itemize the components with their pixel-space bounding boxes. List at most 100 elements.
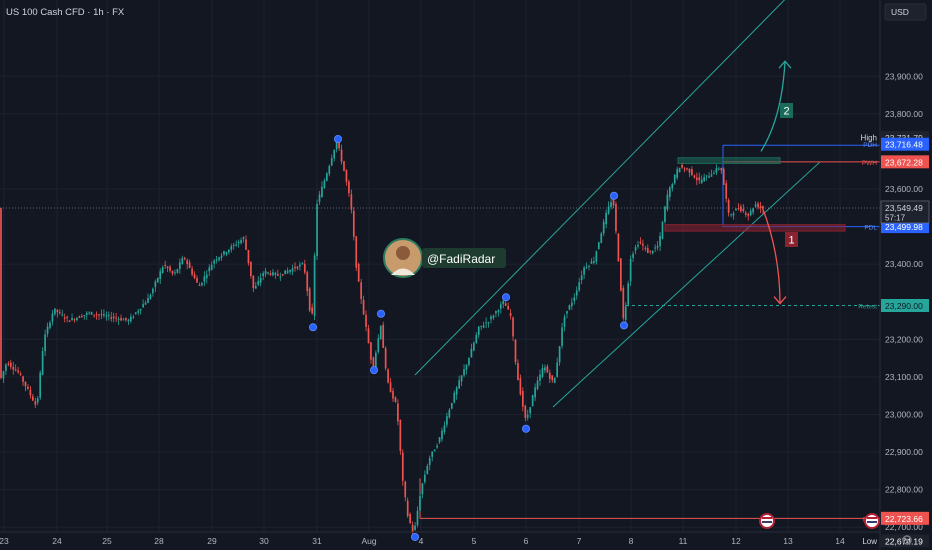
scenario-down-arrow[interactable] bbox=[761, 206, 781, 304]
candle-body bbox=[156, 277, 159, 283]
candle-body bbox=[497, 310, 500, 313]
candle-body bbox=[561, 327, 563, 346]
candle-body bbox=[571, 302, 573, 307]
candle-body bbox=[130, 316, 132, 322]
avatar-face-icon bbox=[396, 246, 410, 260]
settings-gear-icon[interactable] bbox=[902, 535, 912, 545]
candle-body bbox=[0, 208, 2, 378]
candle-body bbox=[637, 244, 639, 247]
candle-body bbox=[492, 315, 495, 318]
scenario-up-arrow[interactable] bbox=[760, 61, 786, 152]
candle-body bbox=[32, 396, 34, 401]
candle-body bbox=[198, 285, 201, 287]
candle-body bbox=[159, 271, 162, 279]
candle-body bbox=[365, 314, 367, 328]
candle-body bbox=[338, 139, 340, 149]
us-flag-event-icon[interactable] bbox=[759, 513, 775, 529]
candle-body bbox=[242, 237, 245, 239]
candle-body bbox=[281, 274, 284, 276]
currency-button[interactable] bbox=[884, 3, 927, 21]
candle-body bbox=[12, 366, 15, 370]
candle-body bbox=[186, 260, 189, 265]
time-tick-label: 4 bbox=[419, 536, 424, 546]
candle-body bbox=[169, 266, 171, 271]
candle-body bbox=[350, 194, 353, 210]
candle-body bbox=[448, 409, 451, 418]
candle-body bbox=[225, 252, 228, 255]
price-scale-ticks: 22,700.00 22,800.00 22,900.00 23,000.00 23,1… bbox=[885, 71, 923, 532]
candle-body bbox=[534, 387, 536, 398]
candle-body bbox=[348, 181, 350, 194]
candle-body bbox=[465, 364, 468, 370]
author-handle: @FadiRadar bbox=[427, 252, 495, 266]
price-tick-label: 23,000.00 bbox=[885, 409, 923, 419]
price-scale[interactable] bbox=[880, 0, 932, 550]
price-tick-label: 23,400.00 bbox=[885, 259, 923, 269]
candle-body bbox=[740, 206, 742, 212]
candle-body bbox=[81, 316, 83, 318]
candle-body bbox=[14, 369, 17, 371]
candle-body bbox=[703, 177, 705, 182]
candle-body bbox=[24, 381, 27, 387]
pdl-zone[interactable] bbox=[664, 224, 846, 232]
pivot-markers bbox=[308, 135, 629, 541]
candle-body bbox=[597, 242, 600, 249]
channel-upper-line[interactable] bbox=[414, 0, 800, 376]
candle-body bbox=[600, 233, 603, 243]
author-badge[interactable]: @FadiRadar bbox=[383, 238, 506, 278]
candle-body bbox=[259, 277, 262, 283]
candle-body bbox=[88, 312, 91, 314]
price-tick-label: 23,600.00 bbox=[885, 184, 923, 194]
candle-body bbox=[352, 210, 355, 237]
candle-body bbox=[326, 173, 328, 181]
us-flag-event-icon[interactable] bbox=[864, 513, 880, 529]
price-zones[interactable] bbox=[664, 157, 846, 232]
candle-body bbox=[713, 172, 715, 174]
candle-body bbox=[100, 314, 103, 316]
candle-body bbox=[51, 313, 54, 322]
scenario-badge bbox=[780, 103, 793, 118]
candle-body bbox=[235, 244, 238, 246]
candle-body bbox=[112, 316, 115, 319]
last-price-tag bbox=[880, 200, 930, 224]
time-tick-label: 31 bbox=[312, 536, 322, 546]
candle-body bbox=[316, 203, 318, 257]
retest-label: Retest bbox=[858, 303, 877, 310]
candle-body bbox=[291, 268, 294, 272]
candle-body bbox=[446, 416, 448, 425]
pdh-price-tag bbox=[881, 137, 929, 151]
candle-body bbox=[95, 314, 98, 316]
candle-body bbox=[360, 282, 362, 300]
candle-body bbox=[389, 382, 392, 393]
candle-body bbox=[230, 246, 233, 250]
candle-body bbox=[294, 266, 296, 269]
breakout-zone[interactable] bbox=[677, 157, 781, 164]
candle-body bbox=[548, 372, 551, 379]
candle-body bbox=[134, 312, 137, 314]
candle-body bbox=[183, 257, 186, 260]
time-tick-label: 12 bbox=[731, 536, 741, 546]
candle-body bbox=[490, 316, 492, 320]
channel-lower-line[interactable] bbox=[552, 161, 821, 408]
candle-body bbox=[529, 407, 532, 414]
candle-body bbox=[213, 260, 215, 264]
candle-body bbox=[137, 310, 140, 313]
scenario-arrows[interactable]: 21 bbox=[760, 60, 798, 305]
candle-body bbox=[343, 161, 345, 171]
pdh-label: PDH bbox=[863, 142, 877, 149]
candle-body bbox=[404, 481, 407, 498]
high-label: High bbox=[861, 133, 877, 142]
trend-channel[interactable] bbox=[414, 0, 821, 408]
candle-body bbox=[700, 179, 703, 183]
candle-body bbox=[132, 316, 135, 318]
candle-body bbox=[705, 175, 708, 177]
candle-body bbox=[671, 184, 674, 189]
candle-body bbox=[512, 317, 514, 337]
pivot-marker bbox=[501, 293, 510, 302]
candle-body bbox=[747, 213, 750, 216]
candle-body bbox=[536, 380, 539, 390]
pivot-marker bbox=[620, 321, 629, 330]
price-tick-label: 22,800.00 bbox=[885, 485, 923, 495]
symbol-title[interactable]: US 100 Cash CFD · 1h · FX bbox=[6, 7, 125, 18]
